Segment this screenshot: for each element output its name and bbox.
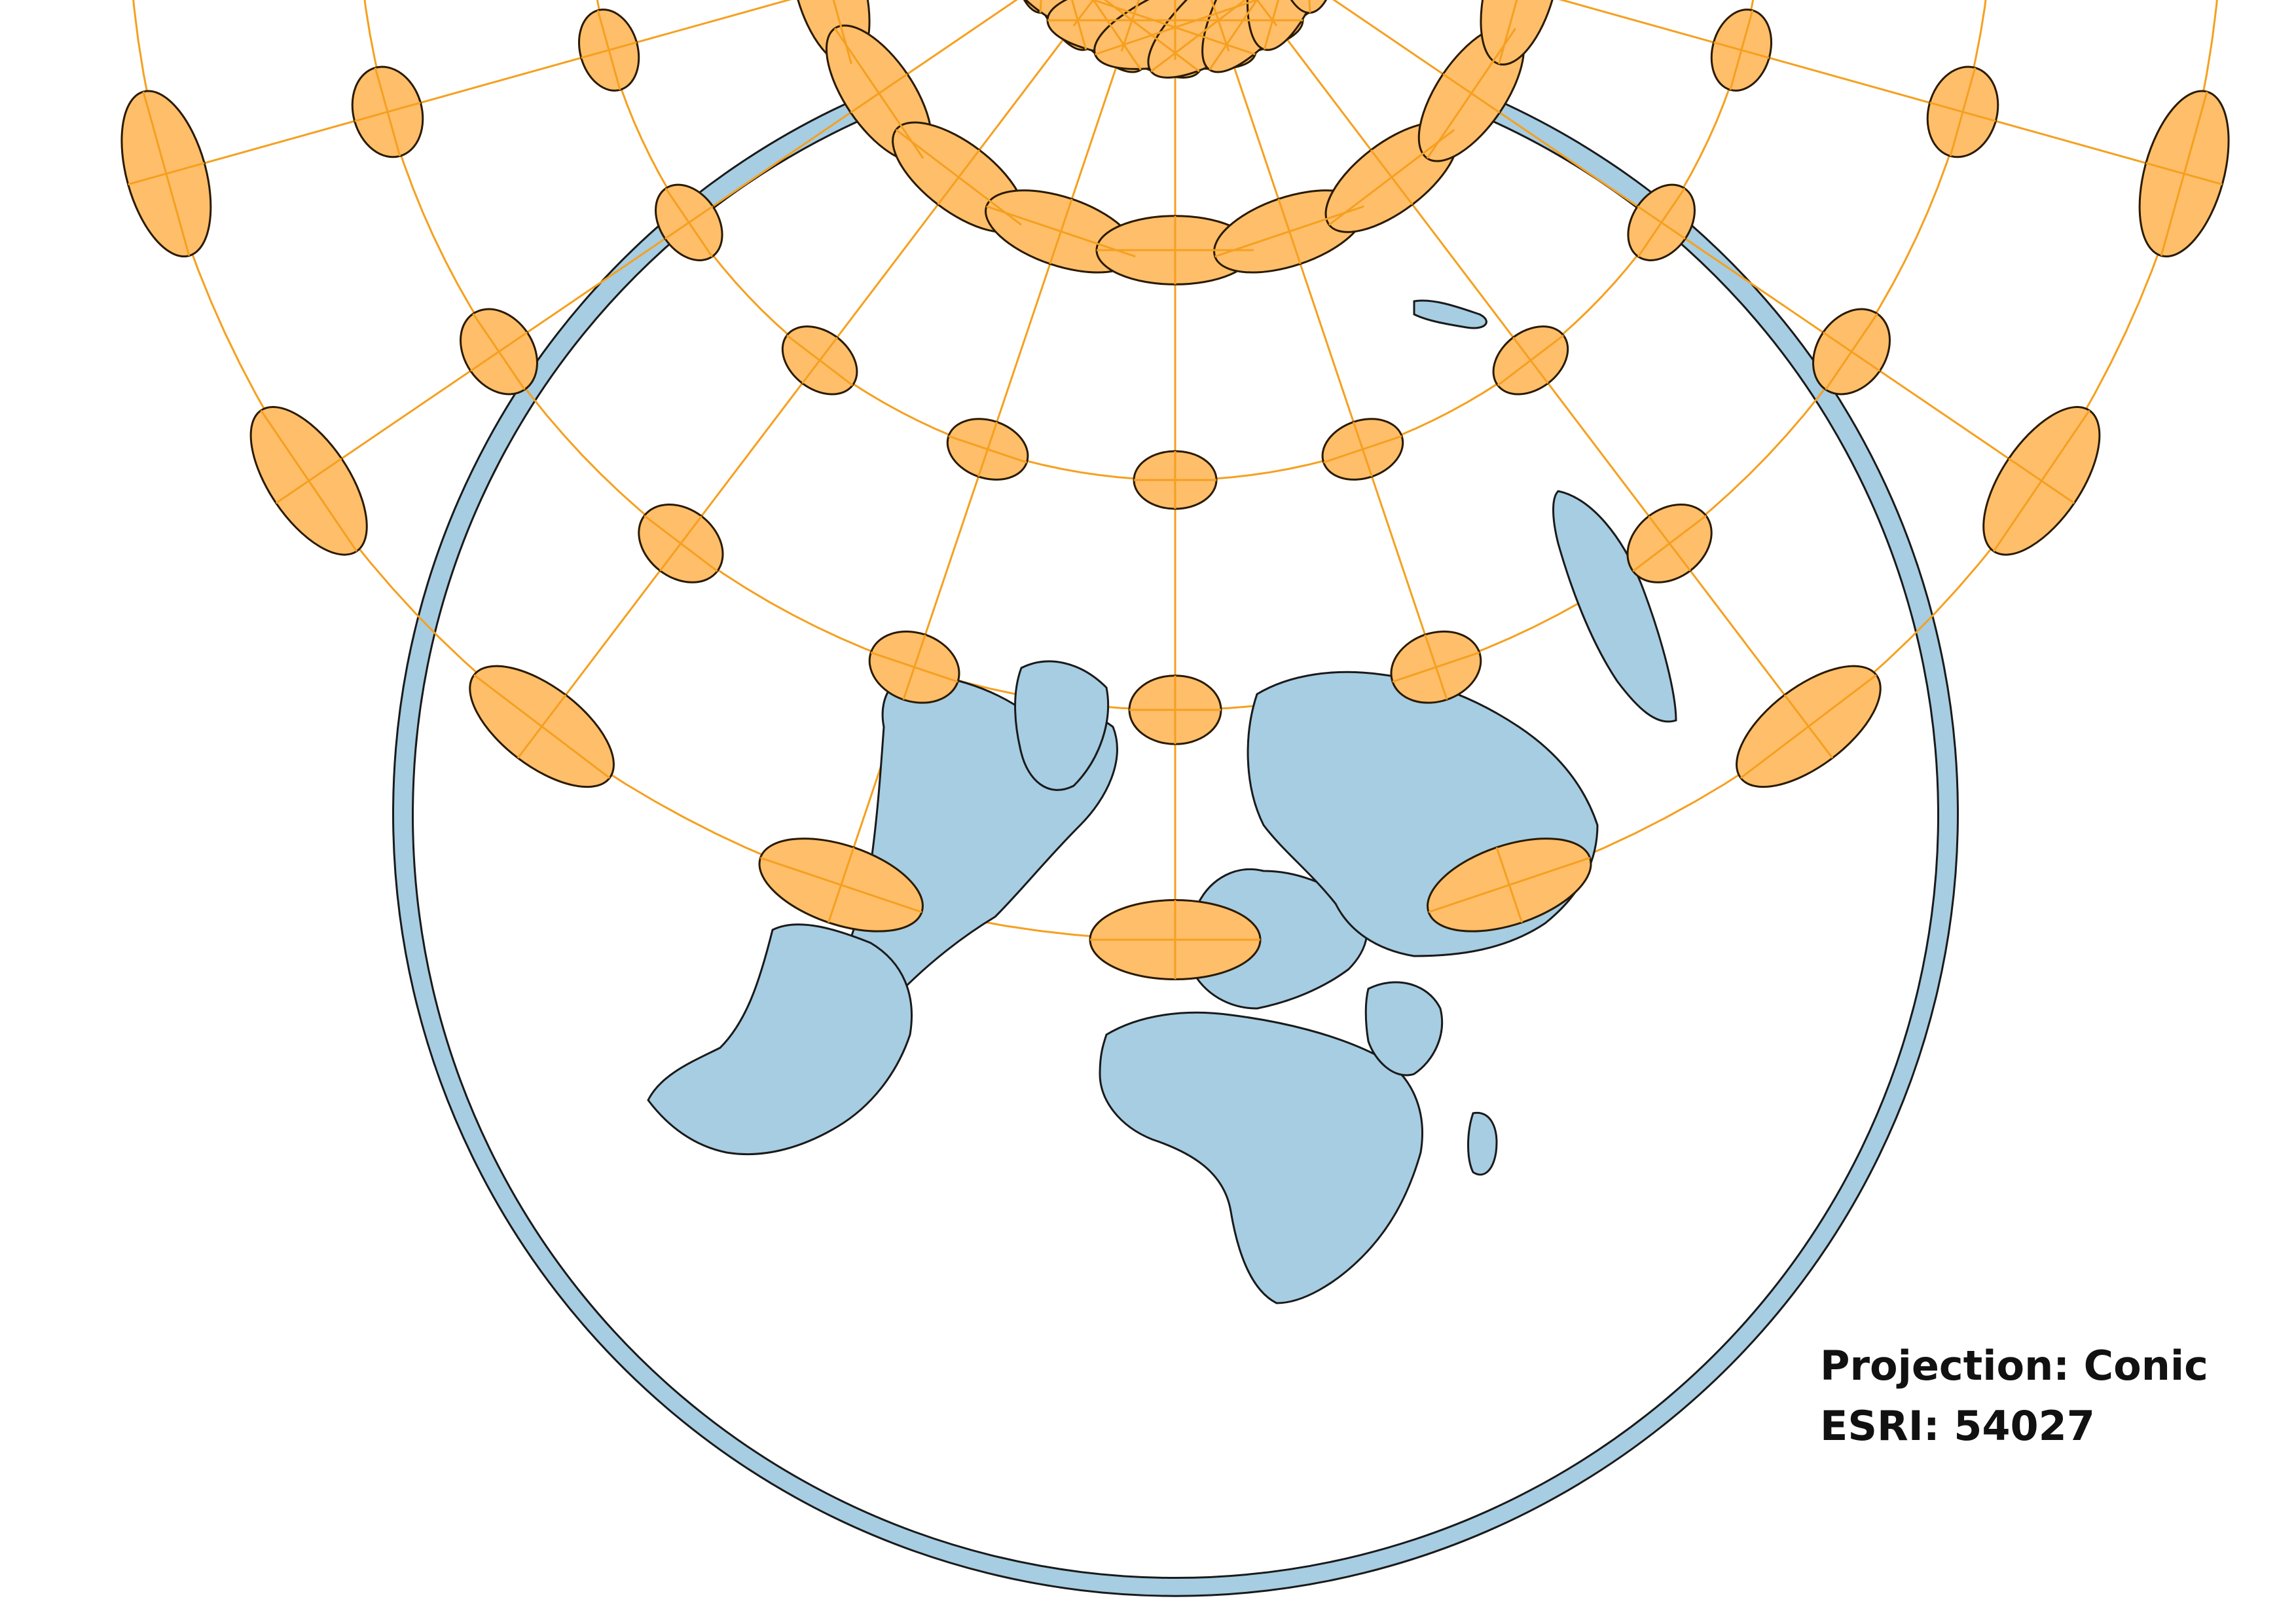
tissot-crosshair — [1214, 198, 1364, 265]
crs-label: ESRI: 54027 — [1820, 1402, 2095, 1450]
tissot-crosshair — [808, 0, 852, 65]
projection-caption: Projection: Conic ESRI: 54027 — [1820, 1336, 2208, 1456]
tissot-crosshair-v — [275, 458, 342, 504]
tissot-crosshair-v — [354, 101, 421, 122]
projection-label: Projection: Conic — [1820, 1342, 2208, 1390]
tissot-crosshair-v — [1648, 515, 1691, 572]
tissot-crosshair — [786, 335, 854, 386]
tissot-crosshair — [996, 0, 1142, 71]
tissot-crosshair — [1048, 0, 1303, 60]
tissot-crosshair-v — [850, 73, 908, 114]
tissot-crosshair — [1637, 187, 1686, 257]
tissot-crosshair-v — [128, 162, 205, 186]
tissot-crosshair — [2145, 91, 2223, 256]
tissot-crosshair-v — [517, 694, 567, 759]
tissot-crosshair — [870, 634, 958, 700]
tissot-crosshair-v — [659, 515, 702, 572]
tissot-crosshair — [895, 128, 1022, 226]
tissot-crosshair-v — [1495, 847, 1523, 923]
tissot-crosshair — [1097, 215, 1254, 285]
tissot-crosshair-h — [996, 0, 1142, 71]
tissot-crosshair — [1632, 515, 1707, 572]
tissot-crosshair-v — [1049, 198, 1073, 265]
tissot-crosshair-v — [665, 205, 714, 240]
madagascar-landmass — [1467, 1111, 1498, 1176]
tissot-crosshair-v — [1352, 421, 1373, 477]
tissot-crosshair — [1263, 0, 1334, 50]
tissot-crosshair — [1090, 900, 1260, 980]
tissot-crosshair — [1150, 0, 1355, 73]
tissot-crosshair-h — [1498, 0, 1542, 65]
tissot-crosshair — [469, 313, 528, 390]
tissot-crosshair — [1822, 313, 1881, 390]
tissot-crosshair — [1134, 451, 1216, 509]
tissot-crosshair — [581, 10, 637, 90]
tissot-crosshair-v — [2145, 162, 2223, 186]
tissot-crosshairs — [128, 0, 2223, 980]
tissot-crosshair — [1497, 335, 1564, 386]
tissot-crosshair-v — [1228, 0, 1278, 27]
tissot-crosshair — [1209, 0, 1354, 71]
tissot-crosshair-v — [937, 149, 981, 206]
tissot-crosshair — [1713, 10, 1770, 90]
tissot-crosshair-v — [469, 331, 528, 372]
south-america-landmass — [647, 923, 913, 1156]
tissot-crosshair-h — [995, 0, 1200, 73]
tissot-crosshair — [1929, 67, 1996, 157]
tissot-crosshair-v — [1713, 41, 1770, 59]
tissot-crosshair-v — [977, 421, 998, 477]
tissot-crosshair-v — [827, 847, 855, 923]
tissot-crosshair — [1323, 421, 1402, 477]
tissot-crosshair-v — [2008, 458, 2075, 504]
tissot-crosshair-v — [1442, 73, 1501, 114]
tissot-crosshair-v — [1202, 0, 1230, 52]
tissot-crosshair — [760, 847, 922, 923]
tissot-crosshair — [1328, 128, 1455, 226]
tissot-crosshair — [1428, 847, 1590, 923]
tissot-crosshair — [995, 0, 1200, 73]
arabia-landmass — [1364, 981, 1444, 1077]
tissot-crosshair — [833, 28, 924, 159]
tissot-crosshair-v — [581, 41, 637, 59]
tissot-crosshair — [354, 67, 421, 157]
tissot-crosshair — [1992, 409, 2090, 552]
tissot-crosshair-h — [808, 0, 852, 65]
tissot-crosshair-v — [1277, 198, 1302, 265]
tissot-crosshair — [473, 674, 611, 779]
tissot-crosshair-v — [1822, 331, 1881, 372]
tissot-crosshair — [1498, 0, 1542, 65]
tissot-crosshair-v — [1929, 101, 1996, 122]
tissot-crosshair-h — [1209, 0, 1354, 71]
tissot-crosshair-v — [1783, 694, 1834, 759]
tissot-crosshair — [1095, 0, 1338, 56]
tissot-crosshair — [1129, 675, 1221, 745]
tissot-crosshair-v — [1120, 0, 1148, 52]
tissot-crosshair — [1392, 634, 1480, 700]
tissot-crosshair-h — [1016, 0, 1087, 50]
africa-landmass — [1099, 1011, 1423, 1304]
tissot-crosshair-h — [1263, 0, 1334, 50]
tissot-crosshair-v — [1512, 337, 1549, 384]
tissot-crosshair — [948, 421, 1027, 477]
tissot-crosshair-v — [1637, 205, 1686, 240]
tissot-crosshair-v — [1072, 0, 1123, 27]
tissot-crosshair-v — [801, 337, 838, 384]
tissot-crosshair-h — [1150, 0, 1355, 73]
tissot-crosshair-v — [902, 634, 926, 700]
tissot-crosshair-v — [1424, 634, 1448, 700]
tissot-crosshair — [260, 409, 358, 552]
tissot-crosshair — [1013, 0, 1256, 56]
tissot-crosshair — [1016, 0, 1087, 50]
tissot-crosshair — [665, 187, 714, 257]
tissot-crosshair — [644, 515, 718, 572]
greenland-landmass — [1014, 660, 1109, 791]
tissot-crosshair — [128, 91, 205, 256]
tissot-crosshair — [1740, 674, 1877, 779]
tissot-crosshair — [986, 198, 1136, 265]
tissot-crosshair-v — [1370, 149, 1413, 206]
land-layer — [647, 299, 1677, 1304]
arctic-islands — [1413, 299, 1487, 329]
tissot-crosshair — [1426, 28, 1517, 159]
